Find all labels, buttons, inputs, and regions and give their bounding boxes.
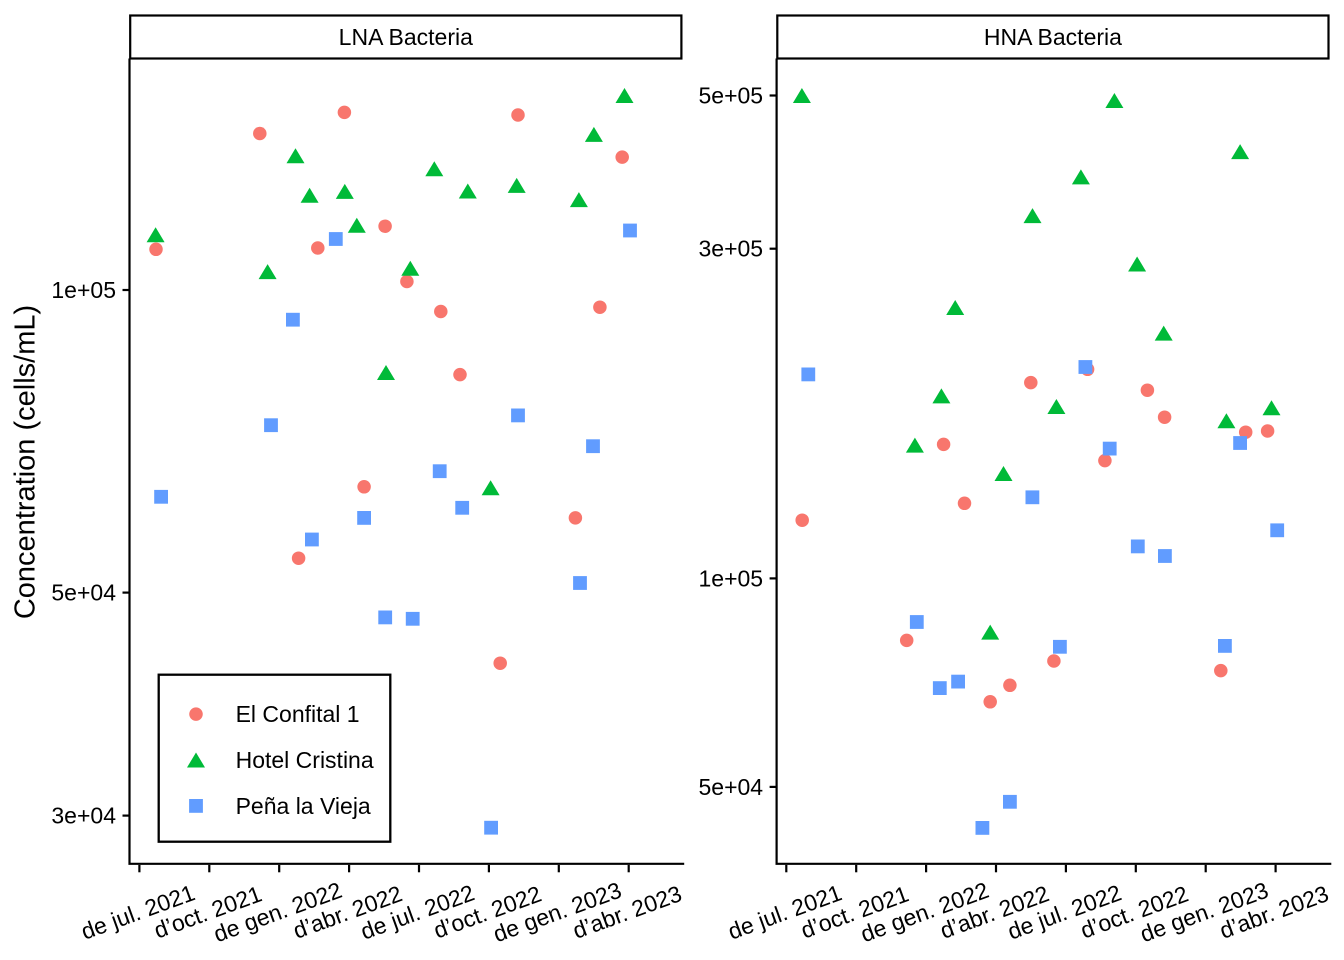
svg-text:1e+05: 1e+05 bbox=[698, 565, 763, 591]
svg-text:1e+05: 1e+05 bbox=[51, 277, 116, 303]
svg-text:HNA Bacteria: HNA Bacteria bbox=[984, 24, 1122, 50]
svg-text:Peña la Vieja: Peña la Vieja bbox=[236, 793, 371, 819]
svg-text:5e+05: 5e+05 bbox=[698, 83, 763, 109]
svg-text:El Confital 1: El Confital 1 bbox=[236, 701, 360, 727]
svg-text:3e+04: 3e+04 bbox=[51, 803, 116, 829]
svg-text:LNA Bacteria: LNA Bacteria bbox=[339, 24, 473, 50]
svg-text:Hotel Cristina: Hotel Cristina bbox=[236, 747, 374, 773]
svg-text:Concentration (cells/mL): Concentration (cells/mL) bbox=[9, 305, 41, 619]
svg-text:5e+04: 5e+04 bbox=[698, 774, 763, 800]
svg-text:5e+04: 5e+04 bbox=[51, 580, 116, 606]
svg-text:3e+05: 3e+05 bbox=[698, 236, 763, 262]
